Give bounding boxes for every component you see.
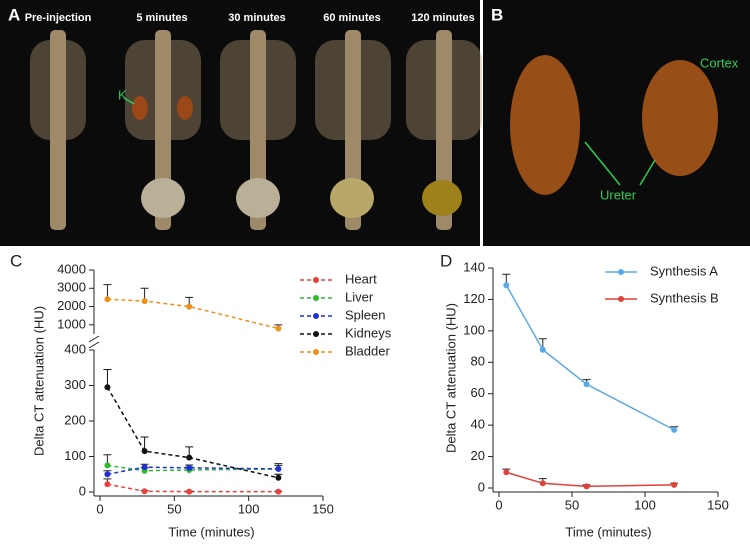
- annotation: Cortex: [700, 55, 739, 70]
- y-tick-label: 200: [64, 412, 86, 427]
- x-tick-label: 50: [565, 497, 579, 512]
- kidney: [642, 60, 718, 176]
- data-point: [275, 465, 282, 472]
- axis-break: [88, 335, 100, 343]
- data-point: [503, 469, 510, 476]
- legend-marker: [313, 277, 319, 283]
- x-tick-label: 150: [312, 501, 334, 516]
- data-point: [275, 325, 282, 332]
- data-point: [141, 488, 148, 495]
- data-point: [104, 384, 111, 391]
- y-axis-label: Delta CT attenuation (HU): [443, 303, 458, 453]
- y-tick-label: 140: [463, 259, 485, 274]
- y-tick-label: 3000: [57, 280, 86, 295]
- x-tick-label: 0: [96, 501, 103, 516]
- caption: 120 minutes: [411, 12, 475, 24]
- y-tick-label: 120: [463, 291, 485, 306]
- data-point: [583, 483, 590, 490]
- caption: 5 minutes: [136, 12, 187, 24]
- y-tick-label: 80: [471, 354, 485, 369]
- y-tick-label: 2000: [57, 298, 86, 313]
- data-point: [104, 462, 111, 469]
- y-tick-label: 20: [471, 448, 485, 463]
- legend-label: Bladder: [345, 343, 390, 358]
- panel-label: C: [10, 251, 22, 270]
- legend-label: Synthesis B: [650, 290, 719, 305]
- caption: 30 minutes: [228, 12, 285, 24]
- series-line: [107, 464, 279, 472]
- y-tick-label: 400: [64, 341, 86, 356]
- data-point: [186, 454, 193, 461]
- data-point: [104, 471, 111, 478]
- data-point: [186, 488, 193, 495]
- x-tick-label: 100: [634, 497, 656, 512]
- data-point: [539, 480, 546, 487]
- y-tick-label: 300: [64, 377, 86, 392]
- y-tick-label: 1000: [57, 316, 86, 331]
- arrow: [584, 141, 621, 186]
- y-axis-label: Delta CT attenuation (HU): [31, 306, 46, 456]
- data-point: [275, 474, 282, 481]
- y-tick-label: 40: [471, 417, 485, 432]
- y-tick-label: 0: [478, 479, 485, 494]
- series-line: [107, 298, 279, 330]
- x-axis-label: Time (minutes): [168, 524, 254, 539]
- data-point: [503, 282, 510, 289]
- legend-label: Heart: [345, 271, 377, 286]
- y-tick-label: 100: [463, 322, 485, 337]
- x-tick-label: 0: [495, 497, 502, 512]
- series-line: [107, 483, 279, 493]
- skeletons: [30, 30, 482, 230]
- caption: 60 minutes: [323, 12, 380, 24]
- legend-label: Liver: [345, 289, 374, 304]
- data-point: [671, 426, 678, 433]
- legend-marker: [618, 269, 624, 275]
- series-line: [505, 284, 675, 431]
- y-tick-label: 60: [471, 385, 485, 400]
- data-point: [104, 481, 111, 488]
- legend-label: Spleen: [345, 307, 385, 322]
- data-point: [104, 296, 111, 303]
- axis-break: [88, 341, 100, 349]
- data-point: [583, 381, 590, 388]
- y-tick-label: 100: [64, 448, 86, 463]
- x-tick-label: 100: [238, 501, 260, 516]
- series-line: [106, 386, 279, 479]
- annotation: Ureter: [600, 187, 637, 202]
- legend-marker: [618, 296, 624, 302]
- data-point: [275, 488, 282, 495]
- series-line: [107, 466, 279, 475]
- data-point: [141, 298, 148, 305]
- data-point: [141, 464, 148, 471]
- legend-marker: [313, 313, 319, 319]
- caption: Pre-injection: [25, 12, 92, 24]
- x-tick-label: 150: [707, 497, 729, 512]
- panel-label: B: [491, 5, 503, 24]
- arrow: [123, 97, 135, 105]
- x-tick-label: 50: [167, 501, 181, 516]
- legend-marker: [313, 349, 319, 355]
- annotation: K: [118, 87, 127, 102]
- data-point: [186, 303, 193, 310]
- legend-marker: [313, 295, 319, 301]
- y-tick-label: 0: [79, 483, 86, 498]
- arrow: [639, 159, 656, 186]
- panel-label: D: [440, 251, 452, 270]
- data-point: [186, 464, 193, 471]
- data-point: [671, 481, 678, 488]
- legend-marker: [313, 331, 319, 337]
- legend-label: Kidneys: [345, 325, 392, 340]
- kidney: [510, 55, 580, 195]
- data-point: [141, 448, 148, 455]
- x-axis-label: Time (minutes): [565, 524, 651, 539]
- panel-label: A: [8, 5, 20, 24]
- series-line: [506, 471, 675, 488]
- y-tick-label: 4000: [57, 261, 86, 276]
- data-point: [539, 346, 546, 353]
- legend-label: Synthesis A: [650, 263, 718, 278]
